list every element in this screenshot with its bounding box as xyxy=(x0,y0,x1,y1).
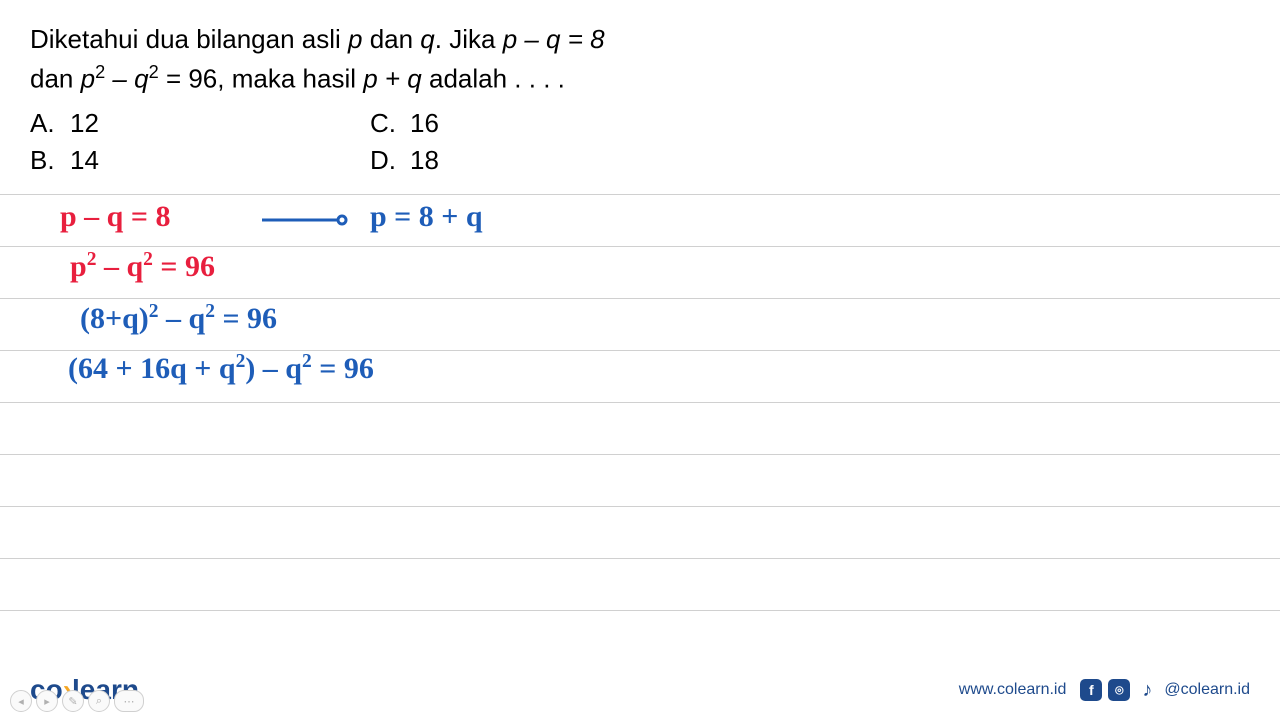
var-q: q xyxy=(420,24,434,54)
equation: p + q xyxy=(363,64,422,94)
handwritten-red-eq2: p2 – q2 = 96 xyxy=(70,250,215,284)
option-value: 14 xyxy=(70,145,99,175)
text: = 96 xyxy=(215,302,277,335)
social-handle: @colearn.id xyxy=(1164,681,1250,699)
option-b: B.14 xyxy=(30,142,370,180)
text: (64 + 16q + q xyxy=(68,352,236,385)
ruled-line xyxy=(0,558,1280,610)
lined-paper-area: p – q = 8 p = 8 + q p2 – q2 = 96 (8+q)2 … xyxy=(0,194,1280,662)
handwritten-blue-eq3: (8+q)2 – q2 = 96 xyxy=(80,302,277,336)
ruled-line xyxy=(0,454,1280,506)
footer-right: www.colearn.id f ⌾ ♪ @colearn.id xyxy=(959,679,1250,701)
question-line-1: Diketahui dua bilangan asli p dan q. Jik… xyxy=(30,20,1250,59)
next-button[interactable]: ▸ xyxy=(36,690,58,712)
option-a: A.12 xyxy=(30,105,370,143)
ruled-line xyxy=(0,506,1280,558)
prev-button[interactable]: ◂ xyxy=(10,690,32,712)
option-letter: B. xyxy=(30,142,70,180)
text: = 96 xyxy=(153,250,215,283)
option-letter: D. xyxy=(370,142,410,180)
social-icons: f ⌾ ♪ @colearn.id xyxy=(1080,679,1250,701)
var-p: p xyxy=(348,24,362,54)
text: adalah . . . . xyxy=(422,64,565,94)
text: ) – q xyxy=(245,352,302,385)
handwritten-blue-subst: p = 8 + q xyxy=(370,200,483,234)
text: – q xyxy=(96,250,143,283)
exponent: 2 xyxy=(302,351,312,372)
option-value: 16 xyxy=(410,108,439,138)
handwritten-blue-eq4: (64 + 16q + q2) – q2 = 96 xyxy=(68,352,374,386)
text: (8+q) xyxy=(80,302,149,335)
text: dan xyxy=(30,64,81,94)
text: Diketahui dua bilangan asli xyxy=(30,24,348,54)
instagram-icon: ⌾ xyxy=(1108,679,1130,701)
ruled-line xyxy=(0,610,1280,662)
text: = 96 xyxy=(312,352,374,385)
website-url: www.colearn.id xyxy=(959,681,1067,699)
exponent: 2 xyxy=(143,249,153,270)
exponent: 2 xyxy=(149,301,159,322)
handwritten-red-eq1: p – q = 8 xyxy=(60,200,170,234)
text: . Jika xyxy=(435,24,503,54)
question-area: Diketahui dua bilangan asli p dan q. Jik… xyxy=(0,0,1280,190)
option-value: 12 xyxy=(70,108,99,138)
text: p xyxy=(70,250,87,283)
edit-button[interactable]: ✎ xyxy=(62,690,84,712)
option-column-right: C.16 D.18 xyxy=(370,105,439,180)
option-c: C.16 xyxy=(370,105,439,143)
option-d: D.18 xyxy=(370,142,439,180)
ruled-line xyxy=(0,402,1280,454)
equation: p – q = 8 xyxy=(503,24,605,54)
exponent: 2 xyxy=(236,351,246,372)
text: dan xyxy=(362,24,420,54)
var-p: p xyxy=(81,64,95,94)
more-button[interactable]: ⋯ xyxy=(114,690,144,712)
zoom-button[interactable]: ⌕ xyxy=(88,690,110,712)
arrow-icon xyxy=(260,210,350,230)
exponent: 2 xyxy=(149,62,159,82)
exponent: 2 xyxy=(87,249,97,270)
footer: co›learn www.colearn.id f ⌾ ♪ @colearn.i… xyxy=(0,660,1280,720)
text: – q xyxy=(159,302,206,335)
ruled-line xyxy=(0,194,1280,246)
option-value: 18 xyxy=(410,145,439,175)
option-column-left: A.12 B.14 xyxy=(30,105,370,180)
player-controls: ◂ ▸ ✎ ⌕ ⋯ xyxy=(10,690,144,712)
option-letter: C. xyxy=(370,105,410,143)
tiktok-icon: ♪ xyxy=(1136,679,1158,701)
var-q: q xyxy=(134,64,148,94)
text: = 96, maka hasil xyxy=(159,64,364,94)
exponent: 2 xyxy=(95,62,105,82)
option-letter: A. xyxy=(30,105,70,143)
text: – xyxy=(105,64,134,94)
exponent: 2 xyxy=(205,301,215,322)
facebook-icon: f xyxy=(1080,679,1102,701)
answer-options: A.12 B.14 C.16 D.18 xyxy=(30,105,1250,180)
question-line-2: dan p2 – q2 = 96, maka hasil p + q adala… xyxy=(30,59,1250,99)
